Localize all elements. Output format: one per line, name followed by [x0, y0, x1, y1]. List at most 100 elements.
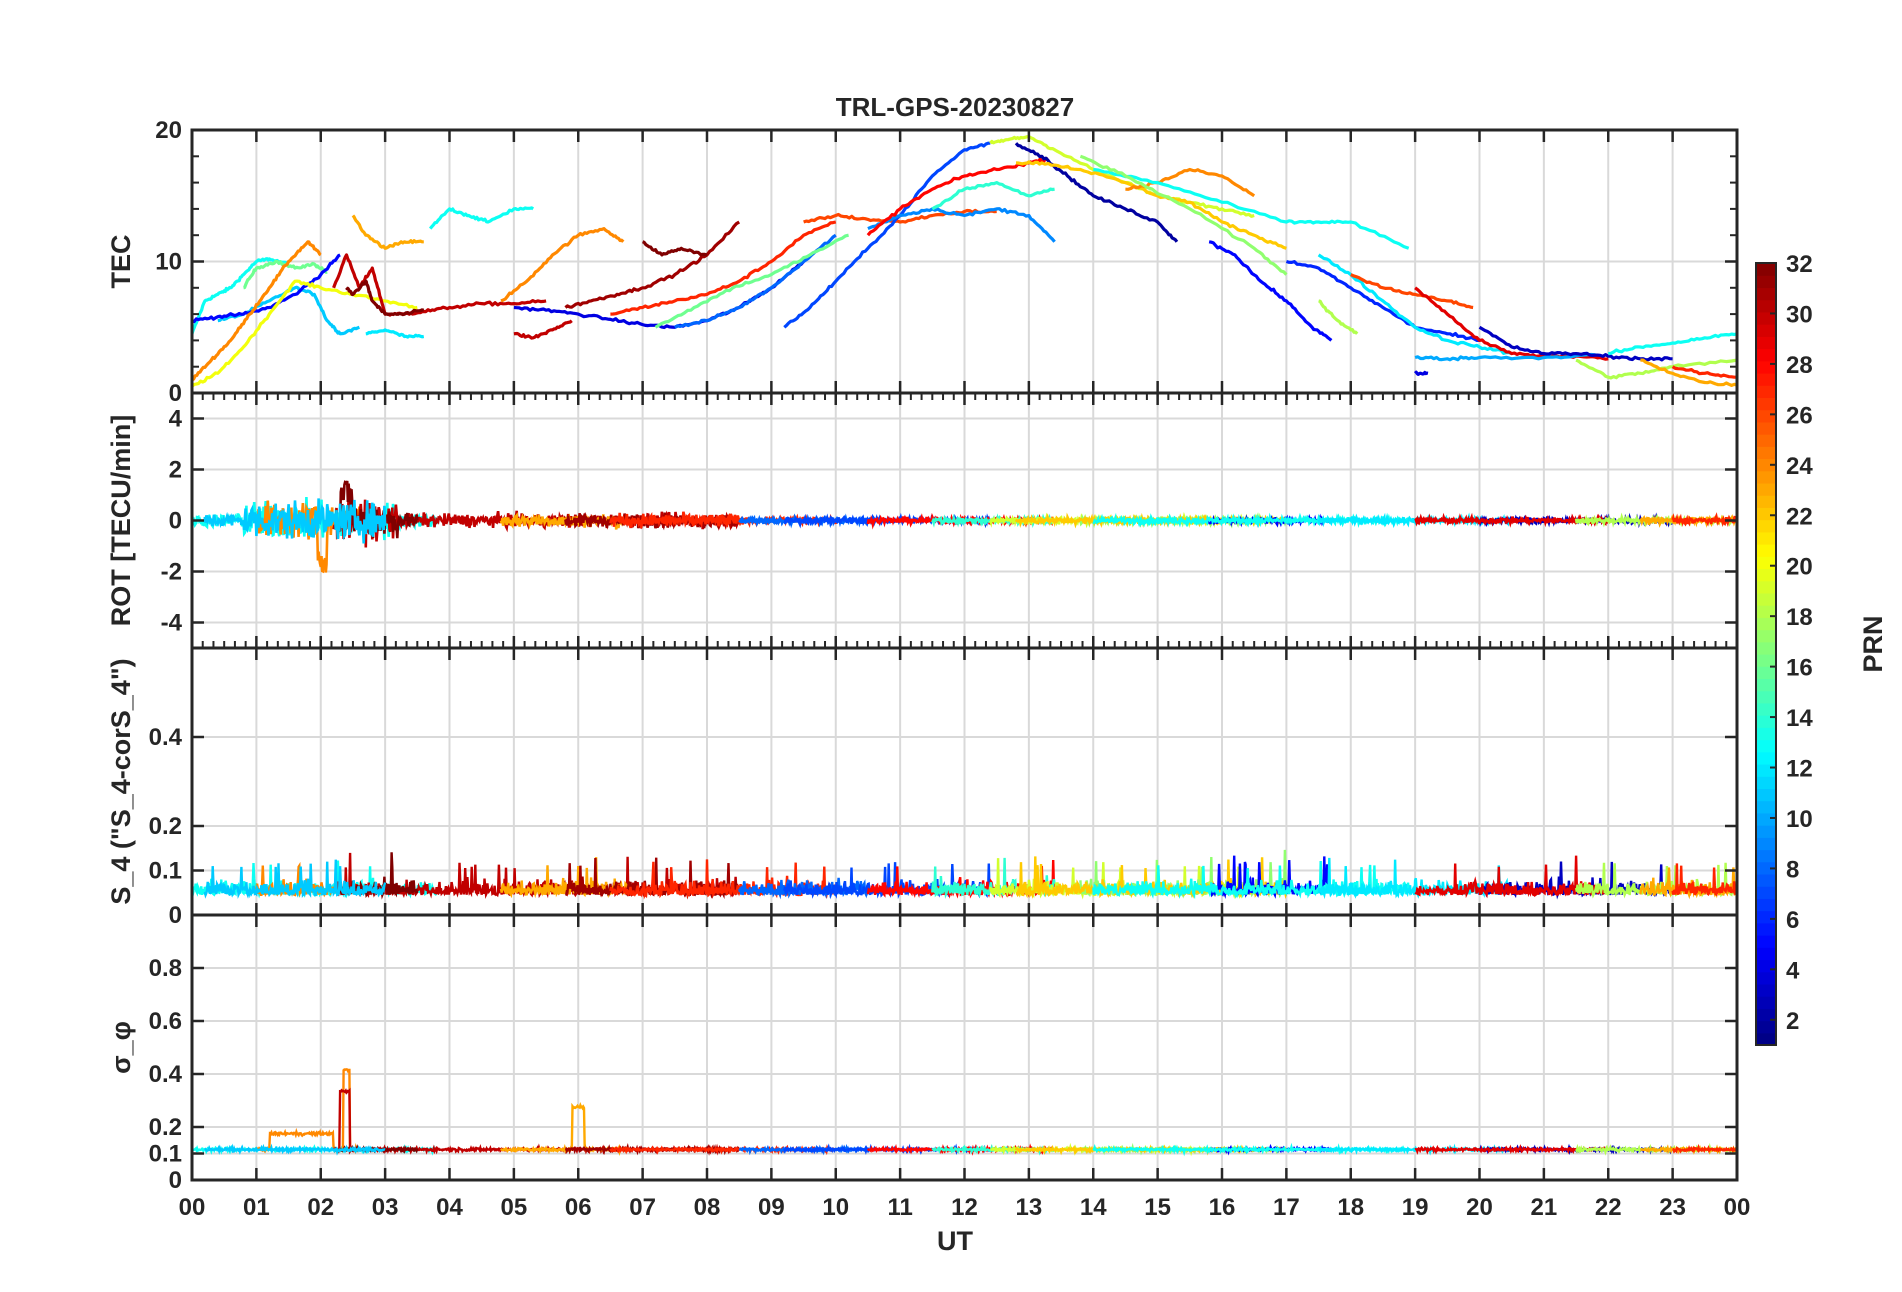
s4-series-prn-27	[609, 859, 837, 900]
tec-series-prn-13	[192, 257, 290, 335]
x-tick-label: 23	[1659, 1194, 1686, 1221]
colorbar-tick-label: 18	[1786, 604, 1813, 631]
tec-series-prn-24	[500, 227, 625, 303]
colorbar-tick-label: 14	[1786, 705, 1813, 732]
x-tick-label: 05	[501, 1194, 528, 1221]
panel-rot: -4 -2 0 2 4 ROT [TECU/min]	[106, 391, 1739, 650]
y-axis-label-s4: S_4 ("S_4-corS_4")	[106, 658, 136, 904]
y-axis-label-tec: TEC	[106, 235, 136, 289]
tec-series-prn-2	[1014, 142, 1179, 243]
x-tick-label: 01	[243, 1194, 270, 1221]
tec-series-prn-30	[513, 319, 573, 340]
ticks-sigphi	[190, 915, 1739, 1182]
x-tick-label: 20	[1466, 1194, 1493, 1221]
rot-series-prn-27	[1671, 512, 1737, 527]
tec-series-prn-22	[1015, 160, 1287, 250]
y-tick-label: 4	[169, 406, 183, 433]
y-axis-label-sigphi: σ_φ	[106, 1021, 136, 1074]
tec-series-prn-13	[1093, 167, 1410, 250]
series-rot	[192, 480, 1737, 574]
colorbar-tick-label: 32	[1786, 251, 1813, 278]
colorbar-tick-label: 12	[1786, 756, 1813, 783]
x-tick-label: 08	[694, 1194, 721, 1221]
y-tick-label: -4	[161, 610, 183, 637]
tec-series-prn-16	[654, 233, 849, 329]
colorbar-tick-label: 2	[1786, 1008, 1799, 1035]
y-tick-label: 0.6	[149, 1008, 182, 1035]
colorbar-tick-label: 8	[1786, 856, 1799, 883]
s4-series-prn-11	[203, 859, 387, 899]
grid-s4	[192, 648, 1737, 915]
panel-sigphi: 00.10.2 0.4 0.6 0.8 σ_φ	[106, 913, 1739, 1194]
series-tec	[192, 135, 1737, 388]
y-axis-label-rot: ROT [TECU/min]	[106, 415, 136, 626]
tec-series-prn-27	[610, 220, 837, 316]
tec-series-prn-20	[192, 279, 418, 388]
colorbar-tick-label: 4	[1786, 957, 1800, 984]
y-tick-label: 0.1	[149, 1141, 182, 1168]
x-tick-label: 12	[951, 1194, 978, 1221]
x-tick-label: 19	[1402, 1194, 1429, 1221]
x-tick-label: 17	[1273, 1194, 1300, 1221]
x-tick-label: 11	[887, 1194, 912, 1221]
y-tick-label: 0.4	[149, 1061, 183, 1088]
x-tick-label: 07	[629, 1194, 656, 1221]
y-tick-label: -2	[161, 559, 182, 586]
tec-series-prn-13	[1608, 332, 1737, 356]
tec-series-prn-26	[803, 208, 997, 224]
panel-s4: 0 0.1 0.2 0.4 S_4 ("S_4-corS_4")	[106, 646, 1739, 929]
x-tick-label: 15	[1144, 1194, 1171, 1221]
tec-series-prn-18	[1318, 299, 1359, 335]
ticks-tec	[190, 128, 1739, 395]
series-sigphi	[192, 1068, 1737, 1157]
tec-series-prn-17	[1079, 154, 1288, 276]
panel-tec: 0 10 20 TEC	[106, 117, 1739, 407]
s4-series-prn-27	[1671, 863, 1737, 897]
x-tick-label: 10	[822, 1194, 849, 1221]
y-tick-label: 0	[169, 508, 182, 535]
s4-series-prn-8	[738, 877, 869, 900]
tec-series-prn-14	[931, 181, 1055, 211]
x-axis-label: UT	[937, 1226, 973, 1256]
tec-series-prn-9	[867, 207, 1056, 243]
colorbar-tick-label: 26	[1786, 402, 1813, 429]
tec-series-prn-23	[351, 214, 424, 250]
y-tick-label: 0.2	[149, 1114, 182, 1141]
y-tick-label: 10	[155, 249, 182, 276]
x-tick-label: 03	[372, 1194, 399, 1221]
x-axis: 00 01 02 03 04 05 06 07 08 09 10 11 12 13 14 15 16 17 18 19…	[179, 1194, 1751, 1221]
x-tick-label: 22	[1595, 1194, 1622, 1221]
tec-series-prn-26	[1350, 273, 1474, 310]
grid-tec	[192, 130, 1737, 393]
x-tick-label: 09	[758, 1194, 785, 1221]
x-tick-label: 06	[565, 1194, 592, 1221]
tec-series-prn-5	[1208, 240, 1333, 342]
tec-series-prn-32	[642, 240, 708, 257]
colorbar-label: PRN	[1858, 615, 1888, 672]
y-tick-label: 0.1	[149, 858, 182, 885]
x-tick-label: 16	[1209, 1194, 1236, 1221]
x-tick-label: 18	[1337, 1194, 1364, 1221]
x-tick-label: 13	[1016, 1194, 1043, 1221]
colorbar-tick-label: 20	[1786, 554, 1813, 581]
grid-sigphi	[192, 915, 1737, 1180]
series-s4	[192, 849, 1737, 900]
y-tick-label: 0.2	[149, 813, 182, 840]
tec-series-prn-12	[365, 328, 425, 339]
colorbar-tick-label: 28	[1786, 352, 1813, 379]
y-tick-label: 0	[169, 1167, 182, 1194]
tec-series-prn-23	[1640, 358, 1737, 387]
y-tick-label: 20	[155, 117, 182, 144]
x-tick-label: 21	[1531, 1194, 1558, 1221]
colorbar-tick-label: 24	[1786, 453, 1813, 480]
y-tick-label: 0.4	[149, 724, 183, 751]
tec-series-prn-32	[345, 279, 425, 317]
rot-series-prn-11	[203, 498, 387, 544]
tec-series-prn-4	[1413, 370, 1429, 376]
tec-series-prn-6	[1285, 259, 1480, 342]
colorbar-tick-label: 22	[1786, 503, 1813, 530]
tec-series-prn-13	[428, 206, 535, 230]
